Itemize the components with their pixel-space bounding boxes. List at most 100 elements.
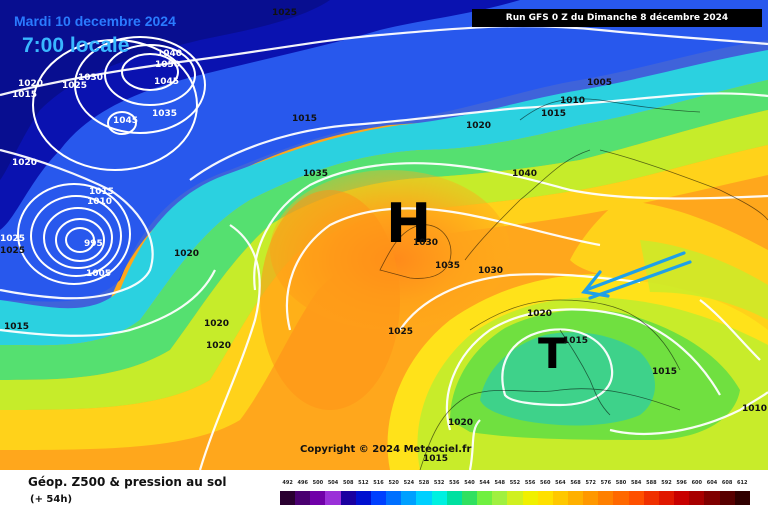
legend-swatch <box>461 491 478 505</box>
legend-swatch <box>446 491 462 505</box>
legend-swatch <box>492 491 508 505</box>
legend-value: 576 <box>600 480 612 486</box>
legend-swatch <box>310 491 326 505</box>
legend-swatch <box>613 491 629 505</box>
isobar-label: 1050 <box>155 60 181 70</box>
legend-value: 584 <box>630 480 642 486</box>
legend-value: 572 <box>585 480 596 486</box>
isobar-label: 1015 <box>652 367 678 377</box>
legend-value: 524 <box>403 480 415 486</box>
legend-swatch <box>431 491 447 505</box>
isobar-label: 1025 <box>0 246 26 256</box>
legend-value: 544 <box>479 480 490 486</box>
map-footer: Géop. Z500 & pression au sol (+ 54h) 492… <box>0 470 768 512</box>
legend-value: 504 <box>327 480 339 486</box>
isobar-label: 1020 <box>466 121 492 131</box>
legend-value: 540 <box>464 480 475 486</box>
isobar-label: 1035 <box>152 109 178 119</box>
isobar-label: 1015 <box>12 90 38 100</box>
legend-swatch <box>598 491 614 505</box>
copyright-text: Copyright © 2024 Meteociel.fr <box>300 444 472 455</box>
isobar-label: 1025 <box>272 8 298 18</box>
isobar-label: 1040 <box>512 169 538 179</box>
legend-swatch <box>295 491 311 505</box>
legend-swatch <box>522 491 538 505</box>
legend-swatch <box>280 491 296 505</box>
isobar-label: 1010 <box>87 197 113 207</box>
legend-swatch <box>704 491 720 505</box>
legend-value: 536 <box>449 480 460 486</box>
isobar-label: 1020 <box>18 79 44 89</box>
legend-value: 532 <box>433 480 445 486</box>
legend-value: 600 <box>691 480 703 486</box>
run-info: Run GFS 0 Z du Dimanche 8 décembre 2024 <box>472 9 762 27</box>
legend-scale-labels: 492 496 500 504 508 512 516 520 524 528 532 536 540 5… <box>280 480 750 489</box>
legend-value: 560 <box>540 480 551 486</box>
legend-value: 596 <box>676 480 687 486</box>
isobar-label: 1020 <box>174 249 200 259</box>
isobar-label: 1035 <box>303 169 329 179</box>
isobar-label: 1020 <box>12 158 38 168</box>
isobar-label: 1020 <box>204 319 230 329</box>
legend-swatch <box>689 491 705 505</box>
isobar-label: 1020 <box>448 418 474 428</box>
legend-value: 592 <box>661 480 672 486</box>
legend-swatch <box>719 491 735 505</box>
lead-time: (+ 54h) <box>30 494 73 505</box>
legend-value: 604 <box>706 480 718 486</box>
valid-date: Mardi 10 decembre 2024 <box>14 13 176 29</box>
legend-value: 568 <box>570 480 581 486</box>
legend-swatch <box>355 491 371 505</box>
isobar-label: 1030 <box>478 266 504 276</box>
legend-value: 496 <box>297 480 308 486</box>
legend-swatch <box>583 491 599 505</box>
legend-value: 552 <box>509 480 521 486</box>
isobar-label: 1005 <box>587 78 613 88</box>
low-pressure-center: T <box>538 329 567 378</box>
isobar-label: 1045 <box>113 116 139 126</box>
isobar-label: 1040 <box>157 49 183 59</box>
isobar-label: 1020 <box>527 309 553 319</box>
legend-value: 520 <box>388 480 399 486</box>
legend-value: 508 <box>342 480 354 486</box>
isobar-label: 1020 <box>206 341 232 351</box>
legend-value: 512 <box>358 480 369 486</box>
legend-swatch <box>401 491 417 505</box>
legend-swatch <box>340 491 356 505</box>
legend-swatch <box>477 491 493 505</box>
isobar-label: 1015 <box>541 109 567 119</box>
isobar-label: 1015 <box>563 336 589 346</box>
legend-swatch <box>567 491 584 505</box>
isobar-label: 1015 <box>292 114 318 124</box>
isobar-label: 1025 <box>0 234 26 244</box>
valid-time: 7:00 locale <box>22 34 130 57</box>
color-legend <box>280 491 750 505</box>
legend-value: 564 <box>555 480 566 486</box>
legend-value: 556 <box>524 480 536 486</box>
legend-swatch <box>643 491 659 505</box>
isobar-label: 1015 <box>89 187 115 197</box>
legend-value: 492 <box>282 480 293 486</box>
isobar-label: 1030 <box>78 73 104 83</box>
isobar-label: 1045 <box>154 77 180 87</box>
legend-swatch <box>416 491 432 505</box>
legend-value: 580 <box>615 480 627 486</box>
isobar-label: 1030 <box>413 238 439 248</box>
isobar-label: 1035 <box>435 261 461 271</box>
map-title: Géop. Z500 & pression au sol <box>28 475 227 489</box>
isobar-label: 1010 <box>560 96 586 106</box>
legend-value: 516 <box>373 480 384 486</box>
isobar-label: 1025 <box>62 81 88 91</box>
legend-swatch <box>386 491 402 505</box>
weather-map: Mardi 10 decembre 2024 7:00 locale Run G… <box>0 0 768 470</box>
legend-swatch <box>628 491 644 505</box>
legend-value: 612 <box>737 480 748 486</box>
isobar-label: 1005 <box>86 269 112 279</box>
legend-swatch <box>537 491 553 505</box>
legend-swatch <box>658 491 675 505</box>
isobar-label: 995 <box>84 239 103 249</box>
legend-value: 608 <box>721 480 733 486</box>
legend-swatch <box>674 491 690 505</box>
geopotential-field <box>0 0 768 470</box>
legend-swatch <box>552 491 568 505</box>
